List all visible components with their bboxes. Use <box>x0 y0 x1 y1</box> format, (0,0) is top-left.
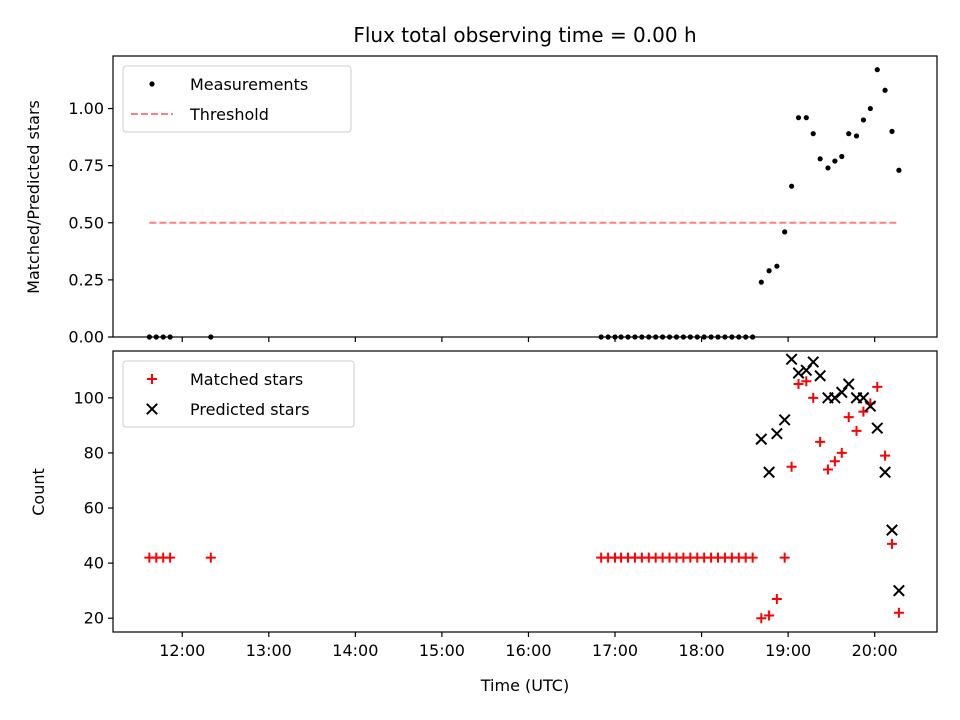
legend-box <box>122 360 355 428</box>
matched-stars-point <box>764 610 775 621</box>
x-axis-label: Time (UTC) <box>480 676 569 695</box>
matched-stars-point <box>165 552 176 563</box>
measurements-point <box>766 268 772 274</box>
x-tick-label: 13:00 <box>246 641 292 660</box>
predicted-stars-point <box>763 466 775 479</box>
matched-stars-point <box>851 425 862 436</box>
top-y-axis-label: Matched/Predicted stars <box>24 100 43 294</box>
measurements-point <box>825 165 831 171</box>
legend: Matched stars Predicted stars <box>122 360 355 428</box>
matched-stars-point <box>808 392 819 403</box>
measurements-point <box>846 131 852 137</box>
measurements-point <box>853 133 860 139</box>
axes-frame <box>112 350 938 633</box>
measurements-point <box>882 87 888 93</box>
x-tick-label: 16:00 <box>505 641 551 660</box>
measurements-point <box>867 105 873 112</box>
x-tick-label: 20:00 <box>852 641 898 660</box>
measurements-point <box>774 263 780 269</box>
y-tick-label: 0.00 <box>68 328 104 347</box>
top-panel: 0.00 0.25 0.50 0.75 1.00 Measurements Threshol… <box>68 55 938 347</box>
matched-stars-point <box>786 461 797 472</box>
measurements-point <box>758 279 764 285</box>
legend-label: Threshold <box>189 105 269 124</box>
matched-stars-point <box>858 406 869 417</box>
legend-label: Matched stars <box>190 370 303 389</box>
measurements-point <box>839 153 845 160</box>
bottom-panel: 20 40 60 80 100 12:00 13:00 14:00 15:00 16:00 17:0… <box>73 350 938 660</box>
matched-stars-point <box>829 456 840 467</box>
matched-stars-point <box>771 593 782 604</box>
measurements-point <box>810 131 816 137</box>
measurements-point <box>803 115 809 121</box>
legend-label: Measurements <box>190 75 308 94</box>
legend-matched-stars-swatch <box>147 374 157 384</box>
predicted-stars-point <box>770 427 783 440</box>
matched-stars-point <box>205 552 216 563</box>
axes-frame <box>112 55 938 338</box>
matched-stars-point <box>756 613 767 624</box>
x-tick-label: 18:00 <box>679 641 725 660</box>
measurements-point <box>874 67 880 73</box>
matched-stars-point <box>872 381 883 392</box>
x-tick-label: 14:00 <box>332 641 378 660</box>
predicted-stars-point <box>828 391 841 404</box>
predicted-stars-point <box>792 367 805 379</box>
matched-stars-point <box>747 552 758 563</box>
predicted-stars-point <box>886 524 898 536</box>
predicted-stars-point <box>893 584 905 597</box>
bottom-y-axis-label: Count <box>29 468 48 516</box>
legend: Measurements Threshold <box>122 65 352 133</box>
predicted-stars-point <box>879 466 891 479</box>
matched-stars-point <box>793 379 804 390</box>
matched-stars-point <box>843 412 854 423</box>
y-tick-label: 0.25 <box>68 270 104 289</box>
matched-stars-point <box>886 538 897 549</box>
predicted-stars-point <box>785 353 798 366</box>
y-tick-label: 80 <box>84 443 104 462</box>
measurements-point <box>889 128 895 134</box>
measurements-point <box>788 183 795 189</box>
predicted-stars-point <box>778 413 791 426</box>
measurements-point <box>782 229 788 235</box>
measurements-point <box>896 167 902 173</box>
legend-predicted-stars-swatch <box>146 403 158 415</box>
matched-stars-point <box>801 376 812 387</box>
x-tick-label: 15:00 <box>419 641 465 660</box>
predicted-stars-point <box>871 422 884 435</box>
measurements-point <box>817 156 823 162</box>
measurements-point <box>795 115 802 121</box>
legend-box <box>122 65 352 133</box>
predicted-stars-point <box>842 378 855 390</box>
legend-measurements-swatch <box>149 81 155 87</box>
matched-stars-point <box>893 607 904 618</box>
legend-label: Predicted stars <box>190 400 310 419</box>
y-tick-label: 0.50 <box>68 213 104 232</box>
predicted-stars-point <box>755 433 768 446</box>
chart-title: Flux total observing time = 0.00 h <box>353 23 696 47</box>
x-tick-label: 17:00 <box>592 641 638 660</box>
x-tick-label: 19:00 <box>765 641 811 660</box>
predicted-stars-point <box>814 369 827 382</box>
matched-stars-point <box>779 552 790 563</box>
y-tick-label: 40 <box>84 554 104 573</box>
predicted-stars-point <box>864 400 877 413</box>
y-tick-label: 60 <box>84 499 104 518</box>
measurements-point <box>832 158 838 164</box>
x-tick-label: 12:00 <box>159 641 205 660</box>
matched-stars-point <box>815 436 826 447</box>
matched-stars-point <box>880 450 891 461</box>
y-tick-label: 100 <box>73 388 104 407</box>
predicted-stars-point <box>807 356 820 368</box>
matched-stars-point <box>822 464 833 475</box>
measurements-point <box>860 117 867 123</box>
y-tick-label: 1.00 <box>68 99 104 118</box>
y-tick-label: 0.75 <box>68 156 104 175</box>
y-tick-label: 20 <box>84 609 104 628</box>
matched-stars-point <box>836 447 847 458</box>
